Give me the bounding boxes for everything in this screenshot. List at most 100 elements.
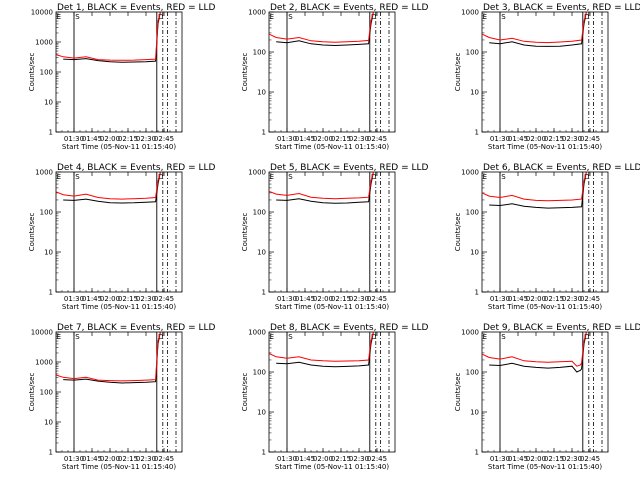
chart-title: Det 4, BLACK = Events, RED = LLD [57, 163, 216, 173]
x-tick-label: 02:30 [562, 295, 582, 303]
plot-frame [481, 171, 609, 293]
x-tick-label: 01:30 [277, 135, 297, 143]
y-axis-label: Counts/sec [28, 213, 36, 252]
marker-label: D [371, 333, 376, 341]
x-axis-label: Start Time (05-Nov-11 01:15:40) [62, 303, 176, 311]
marker-label: D [584, 13, 589, 21]
marker-label: E [270, 13, 274, 21]
x-tick-label: 01:45 [82, 135, 102, 143]
x-tick-label: 02:00 [313, 295, 333, 303]
chart-svg: Det 8, BLACK = Events, RED = LLD 1 10 100 10… [241, 323, 429, 471]
y-tick-label: 100 [40, 69, 53, 77]
x-axis-label: Start Time (05-Nov-11 01:15:40) [488, 463, 602, 471]
x-tick-label: 02:00 [526, 295, 546, 303]
series-lld [481, 171, 587, 202]
x-tick-label: 02:15 [118, 455, 138, 463]
y-tick-label: 1000 [461, 9, 479, 17]
plot-frame [268, 171, 396, 293]
y-tick-label: 100 [253, 369, 266, 377]
plot-frame [268, 11, 396, 133]
marker-label: S [75, 333, 80, 341]
y-tick-label: 1000 [35, 39, 53, 47]
x-tick-label: 02:30 [136, 455, 156, 463]
y-tick-label: 100 [466, 369, 479, 377]
x-tick-label: 02:30 [349, 295, 369, 303]
marker-label: D [158, 333, 163, 341]
panel-det-8: Det 8, BLACK = Events, RED = LLD 1 10 100 10… [213, 320, 429, 480]
x-tick-label: 02:45 [154, 455, 174, 463]
panel-det-1: Det 1, BLACK = Events, RED = LLD 1 10 100 10… [0, 0, 216, 160]
x-tick-label: 01:45 [508, 135, 528, 143]
marker-label: S [288, 13, 293, 21]
y-tick-label: 1 [262, 449, 266, 457]
x-axis-label: Start Time (05-Nov-11 01:15:40) [488, 303, 602, 311]
chart-svg: Det 6, BLACK = Events, RED = LLD 1 10 100 10… [454, 163, 640, 311]
y-tick-label: 1 [49, 449, 53, 457]
x-tick-label: 01:45 [295, 295, 315, 303]
y-tick-label: 10 [470, 409, 479, 417]
x-tick-label: 02:15 [331, 135, 351, 143]
chart-svg: Det 9, BLACK = Events, RED = LLD 1 10 100 10… [454, 323, 640, 471]
series-events [63, 171, 161, 204]
y-tick-label: 1000 [248, 329, 266, 337]
panel-det-5: Det 5, BLACK = Events, RED = LLD 1 10 100 10… [213, 160, 429, 320]
series-events [276, 171, 374, 204]
x-tick-label: 02:00 [313, 135, 333, 143]
x-tick-label: 02:15 [118, 295, 138, 303]
plot-frame [268, 331, 396, 453]
y-tick-label: 100 [40, 389, 53, 397]
y-tick-label: 100 [253, 49, 266, 57]
series-lld [481, 331, 587, 367]
y-tick-label: 10 [470, 89, 479, 97]
y-axis-label: Counts/sec [454, 213, 462, 252]
panel-det-4: Det 4, BLACK = Events, RED = LLD 1 10 100 10… [0, 160, 216, 320]
x-tick-label: 01:45 [295, 135, 315, 143]
x-tick-label: 02:30 [136, 135, 156, 143]
chart-title: Det 1, BLACK = Events, RED = LLD [57, 3, 216, 13]
x-tick-label: 01:30 [490, 295, 510, 303]
x-axis-label: Start Time (05-Nov-11 01:15:40) [275, 463, 389, 471]
x-tick-label: 02:15 [544, 135, 564, 143]
y-tick-label: 1 [262, 289, 266, 297]
panel-det-6: Det 6, BLACK = Events, RED = LLD 1 10 100 10… [426, 160, 640, 320]
y-tick-label: 10 [44, 99, 53, 107]
plot-frame [481, 331, 609, 453]
x-tick-label: 01:45 [82, 295, 102, 303]
y-tick-label: 100 [466, 49, 479, 57]
x-tick-label: 01:45 [82, 455, 102, 463]
x-tick-label: 02:45 [367, 295, 387, 303]
marker-label: E [270, 333, 274, 341]
y-axis-label: Counts/sec [241, 213, 249, 252]
marker-label: E [483, 333, 487, 341]
y-axis-label: Counts/sec [28, 53, 36, 92]
chart-title: Det 9, BLACK = Events, RED = LLD [483, 323, 640, 333]
y-tick-label: 100 [466, 209, 479, 217]
y-tick-label: 10000 [31, 9, 53, 17]
plot-frame [55, 171, 183, 293]
series-lld [55, 331, 161, 382]
marker-label: E [57, 333, 61, 341]
y-tick-label: 10 [44, 249, 53, 257]
x-tick-label: 02:30 [562, 135, 582, 143]
x-tick-label: 01:30 [64, 295, 84, 303]
x-tick-label: 02:00 [526, 135, 546, 143]
x-tick-label: 02:45 [367, 455, 387, 463]
x-tick-label: 02:15 [331, 455, 351, 463]
chart-title: Det 8, BLACK = Events, RED = LLD [270, 323, 429, 333]
chart-svg: Det 4, BLACK = Events, RED = LLD 1 10 100 10… [28, 163, 216, 311]
chart-title: Det 2, BLACK = Events, RED = LLD [270, 3, 429, 13]
x-tick-label: 02:00 [100, 455, 120, 463]
x-tick-label: 02:45 [580, 295, 600, 303]
series-lld [55, 11, 161, 61]
marker-label: S [501, 173, 506, 181]
x-tick-label: 02:30 [349, 135, 369, 143]
x-tick-label: 02:15 [544, 295, 564, 303]
panel-det-2: Det 2, BLACK = Events, RED = LLD 1 10 100 10… [213, 0, 429, 160]
chart-title: Det 3, BLACK = Events, RED = LLD [483, 3, 640, 13]
x-tick-label: 01:45 [508, 295, 528, 303]
panel-det-9: Det 9, BLACK = Events, RED = LLD 1 10 100 10… [426, 320, 640, 480]
x-tick-label: 02:45 [367, 135, 387, 143]
y-tick-label: 1 [262, 129, 266, 137]
y-tick-label: 10 [257, 249, 266, 257]
x-tick-label: 02:45 [580, 455, 600, 463]
